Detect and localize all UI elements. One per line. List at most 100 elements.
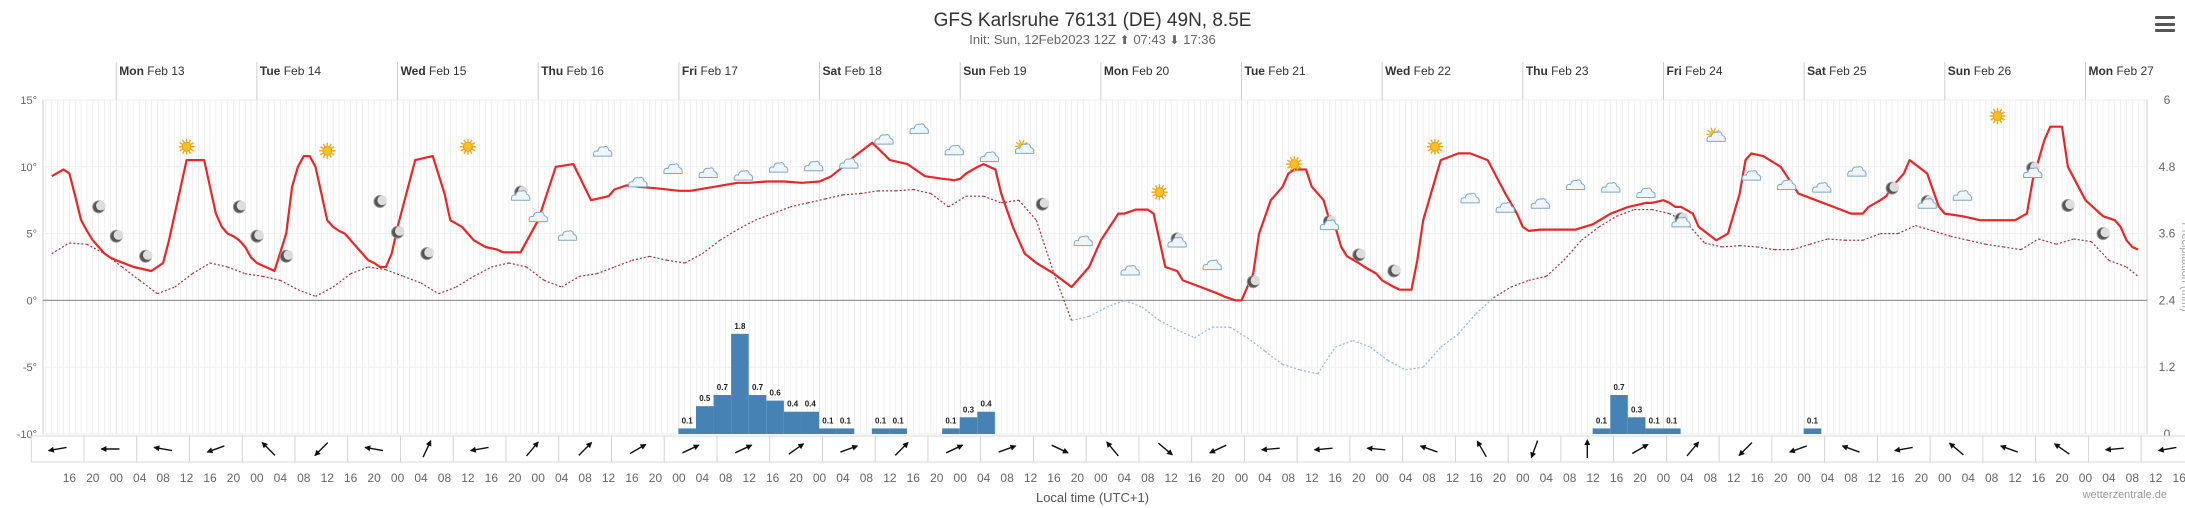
sun-ray xyxy=(1152,194,1156,197)
hour-tick-label: 00 xyxy=(672,471,686,485)
precip-bar xyxy=(695,406,714,434)
dewpoint-segment xyxy=(701,239,721,255)
day-name: Sun xyxy=(1948,64,1974,78)
dewpoint-segment xyxy=(596,266,615,275)
sun-ray xyxy=(1438,148,1443,152)
cloud-icon xyxy=(1952,190,1973,201)
cloud-shape xyxy=(1952,190,1973,201)
dewpoint-segment xyxy=(297,289,316,297)
hour-tick-label: 16 xyxy=(1047,471,1061,485)
sun-icon xyxy=(1151,184,1168,201)
hour-tick-label: 08 xyxy=(156,471,170,485)
hamburger-menu-icon[interactable] xyxy=(2155,16,2175,32)
hour-tick-label: 20 xyxy=(2055,471,2069,485)
sun-ray xyxy=(471,148,476,152)
sun-ray xyxy=(1298,166,1302,169)
hour-tick-label: 20 xyxy=(1352,471,1366,485)
sun-ray xyxy=(1713,127,1716,131)
y2-tick-label: 6 xyxy=(2164,93,2171,107)
sun-icon xyxy=(459,138,476,155)
day-name: Tue xyxy=(1245,64,1269,78)
hour-tick-label: 08 xyxy=(438,471,452,485)
dewpoint-segment xyxy=(1440,333,1459,348)
moon-light xyxy=(142,250,153,260)
dewpoint-segment xyxy=(2108,259,2127,268)
sun-ray xyxy=(1716,129,1720,133)
moon-icon xyxy=(1352,248,1366,262)
day-date: Feb 26 xyxy=(1974,64,2012,78)
dewpoint-segment xyxy=(631,255,650,261)
dewpoint-segment xyxy=(2038,238,2057,245)
hour-tick-label: 00 xyxy=(1657,471,1671,485)
day-label: Thu Feb 23 xyxy=(1526,64,1589,78)
wind-head xyxy=(1106,441,1113,448)
dewpoint-segment xyxy=(157,286,176,295)
precip-bar xyxy=(731,333,749,434)
sun-cloud-icon xyxy=(1014,139,1035,154)
hour-tick-label: 12 xyxy=(2008,471,2022,485)
dewpoint-segment xyxy=(1493,286,1512,299)
hour-tick-label: 16 xyxy=(2173,471,2185,485)
cloud-icon xyxy=(944,144,965,156)
cloud-icon xyxy=(1847,166,1867,177)
wind-arrow-icon xyxy=(1948,442,1964,456)
precip-label: 0.7 xyxy=(717,383,729,392)
cloud-icon xyxy=(909,123,929,134)
dewpoint-segment xyxy=(1018,199,1037,221)
hour-tick-label: 00 xyxy=(532,471,546,485)
sun-ray xyxy=(319,146,324,149)
y-tick-label: 15° xyxy=(20,95,37,107)
cloud-shape xyxy=(1741,170,1762,181)
hour-tick-label: 12 xyxy=(883,471,897,485)
precip-label: 0.1 xyxy=(1649,416,1661,425)
precip-label: 0.6 xyxy=(770,389,782,398)
sun-ray xyxy=(179,142,183,145)
hour-tick-label: 00 xyxy=(2079,471,2093,485)
wind-head xyxy=(364,445,371,452)
hour-tick-label: 12 xyxy=(1446,471,1460,485)
hour-tick-label: 08 xyxy=(1704,471,1718,485)
dewpoint-segment xyxy=(332,273,352,288)
dewpoint-segment xyxy=(86,243,105,255)
wind-arrow-icon xyxy=(629,443,647,455)
dewpoint-segment xyxy=(807,198,826,204)
hour-tick-label: 20 xyxy=(649,471,663,485)
dewpoint-segment xyxy=(983,195,1002,204)
precip-bar xyxy=(977,411,995,434)
hour-tick-label: 00 xyxy=(954,471,968,485)
dewpoint-segment xyxy=(1862,233,1881,241)
wind-arrow-icon xyxy=(1686,441,1700,457)
y2-tick-label: 3.6 xyxy=(2159,227,2176,241)
moon-icon xyxy=(1885,181,1900,195)
dewpoint-segment xyxy=(1405,366,1424,371)
wind-arrow-icon xyxy=(1530,440,1539,459)
dewpoint-segment xyxy=(1141,306,1160,321)
dewpoint-segment xyxy=(1704,242,1723,248)
day-name: Sat xyxy=(823,64,845,78)
dewpoint-segment xyxy=(227,266,246,275)
sun-ray xyxy=(331,146,335,149)
wind-arrow-icon xyxy=(840,444,859,453)
hour-tick-label: 20 xyxy=(930,471,944,485)
temperature-line xyxy=(51,125,2139,302)
day-label: Tue Feb 14 xyxy=(260,64,321,78)
dewpoint-segment xyxy=(455,275,475,288)
sun-ray xyxy=(179,148,183,152)
hour-tick-label: 16 xyxy=(1751,471,1765,485)
day-label: Fri Feb 17 xyxy=(682,64,738,78)
cloud-shape xyxy=(944,144,965,156)
dewpoint-segment xyxy=(139,279,158,295)
day-label: Sun Feb 19 xyxy=(963,64,1027,78)
hour-tick-label: 12 xyxy=(2149,471,2163,485)
hour-tick-label: 16 xyxy=(2032,471,2046,485)
wind-head xyxy=(1948,442,1956,449)
hour-tick-label: 00 xyxy=(250,471,264,485)
cloud-shape xyxy=(733,170,754,181)
moon-light xyxy=(377,195,387,206)
precip-bar xyxy=(1662,428,1681,434)
sun-ray xyxy=(1992,120,1996,124)
hour-tick-label: 04 xyxy=(414,471,428,485)
wind-head xyxy=(206,447,214,454)
moon-light xyxy=(2100,227,2111,238)
hour-tick-label: 04 xyxy=(1962,471,1976,485)
